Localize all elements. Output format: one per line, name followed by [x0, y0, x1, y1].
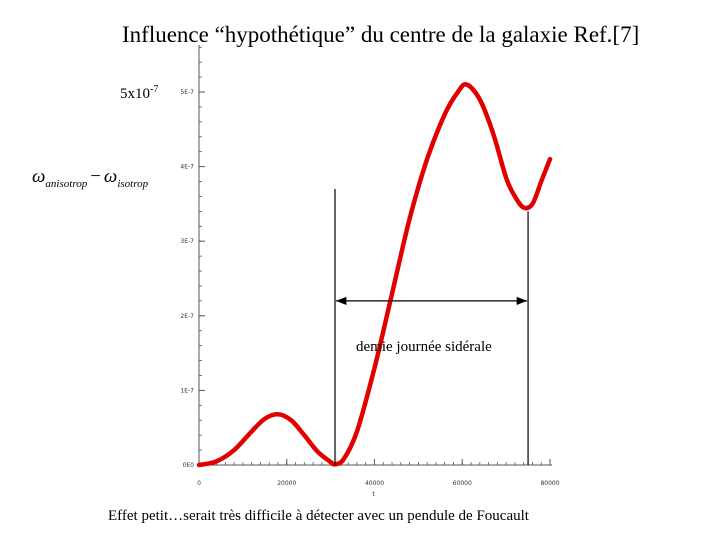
- y-max-base: 5x10: [120, 86, 150, 102]
- x-tick-label: 0: [197, 480, 201, 487]
- y-max-exponent: -7: [150, 84, 159, 95]
- minus-sign: −: [90, 166, 101, 187]
- y-tick-label: 1E-7: [180, 387, 194, 394]
- x-tick-label: 80000: [540, 480, 559, 487]
- series-line: [196, 82, 553, 468]
- omega-1: ω: [32, 166, 46, 187]
- y-tick-label: 4E-7: [180, 164, 194, 171]
- y-tick-label: 0E0: [183, 462, 195, 469]
- x-tick-label: 40000: [365, 480, 384, 487]
- y-tick-label: 2E-7: [180, 313, 194, 320]
- y-tick-label: 3E-7: [180, 238, 194, 245]
- bottom-caption: Effet petit…serait très difficile à déte…: [108, 508, 529, 524]
- x-tick-label: 60000: [453, 480, 472, 487]
- omega-2-sub: isotrop: [117, 177, 149, 190]
- x-axis-label: t: [372, 491, 375, 498]
- y-axis-label: ωanisotrop − ωisotrop: [32, 166, 148, 190]
- y-max-label: 5x10-7: [120, 84, 158, 103]
- x-tick-label: 20000: [277, 480, 296, 487]
- omega-2: ω: [103, 166, 118, 187]
- y-tick-label: 5E-7: [180, 89, 194, 96]
- arrow-annotation: demie journée sidérale: [356, 339, 492, 355]
- omega-1-sub: anisotrop: [45, 177, 88, 190]
- chart-title: Influence “hypothétique” du centre de la…: [122, 22, 640, 47]
